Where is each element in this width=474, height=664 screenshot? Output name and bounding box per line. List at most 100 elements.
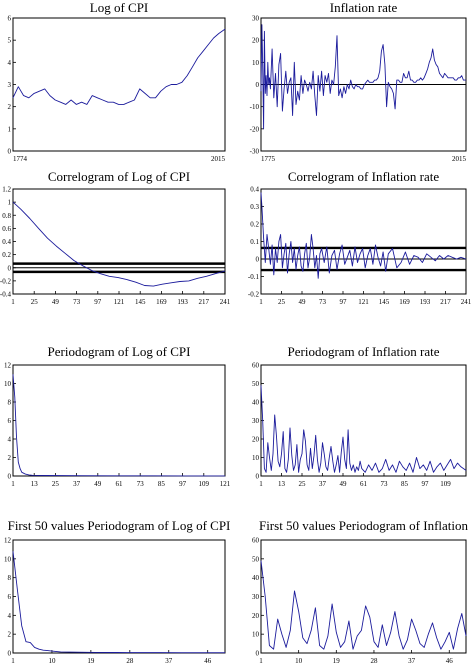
chart-title: Periodogram of Inflation rate: [288, 344, 440, 359]
y-tick-label: 4: [8, 436, 12, 444]
x-tick-label: 1: [259, 480, 263, 488]
plot-frame: [260, 188, 467, 295]
y-tick-label: 50: [252, 555, 260, 563]
x-tick-label: 49: [94, 480, 102, 488]
x-tick-label: 145: [135, 298, 146, 306]
x-tick-label: 241: [461, 298, 472, 306]
x-tick-label: 61: [116, 480, 124, 488]
y-tick-label: -0.2: [248, 291, 260, 299]
x-tick-label: 169: [399, 298, 410, 306]
x-tick-label: 25: [278, 298, 286, 306]
y-tick-label: 0: [8, 148, 12, 156]
y-tick-label: -10: [250, 103, 260, 111]
y-tick-label: 12: [4, 362, 12, 370]
series-line-inflation: [260, 24, 466, 130]
chart-title: Correlogram of Inflation rate: [288, 169, 439, 184]
y-tick-label: 12: [4, 537, 12, 545]
chart-panel-acf-inflation: Correlogram of Inflation rate -0.2 -0.1 0 0.…: [248, 169, 472, 306]
plot-frame: [12, 17, 226, 152]
y-tick-label: 30: [252, 15, 260, 23]
x-tick-label: 217: [199, 298, 210, 306]
x-tick-label: 73: [381, 480, 389, 488]
x-tick-label: 49: [299, 298, 307, 306]
y-tick-label: 8: [8, 399, 12, 407]
x-tick-label: 19: [333, 657, 341, 664]
x-tick-label: 1775: [261, 155, 276, 163]
y-tick-label: 4: [8, 59, 12, 67]
y-tick-label: 0.8: [2, 212, 11, 220]
chart-panel-inflation: Inflation rate -30 -20 -10 0 10 20 30 1775 2015: [250, 0, 467, 163]
y-tick-label: 20: [252, 612, 260, 620]
y-tick-label: 1.2: [2, 186, 11, 194]
y-tick-label: 60: [252, 362, 260, 370]
y-tick-label: 6: [8, 417, 12, 425]
x-tick-label: 46: [446, 657, 454, 664]
y-tick-label: 0.3: [250, 203, 259, 211]
y-tick-label: 20: [252, 37, 260, 45]
y-tick-label: 0.6: [2, 225, 11, 233]
y-tick-label: -0.4: [0, 291, 11, 299]
chart-panel-pgram50-inflation: First 50 values Periodogram of Inflation…: [252, 518, 469, 664]
x-tick-label: 85: [401, 480, 409, 488]
y-tick-label: 6: [8, 15, 12, 23]
y-tick-label: 0.2: [250, 221, 259, 229]
y-tick-label: 2: [8, 454, 12, 462]
y-tick-label: 0: [256, 81, 260, 89]
y-tick-label: 10: [4, 380, 12, 388]
y-tick-label: 0: [256, 650, 260, 658]
y-tick-label: -20: [250, 125, 260, 133]
y-tick-label: 3: [8, 81, 12, 89]
chart-title: First 50 values Periodogram of Inflation: [259, 518, 469, 533]
x-tick-label: 85: [158, 480, 166, 488]
series-line-pgram50-log-cpi: [12, 551, 225, 654]
y-tick-label: 40: [252, 399, 260, 407]
x-tick-label: 28: [370, 657, 378, 664]
x-tick-label: 1: [11, 657, 15, 664]
chart-title: Correlogram of Log of CPI: [48, 169, 190, 184]
x-tick-label: 121: [114, 298, 125, 306]
x-tick-label: 25: [52, 480, 60, 488]
chart-panel-pgram-inflation: Periodogram of Inflation rate 0 10 20 30 40 50…: [252, 344, 467, 488]
chart-panel-pgram50-log-cpi: First 50 values Periodogram of Log of CP…: [4, 518, 230, 664]
x-tick-label: 37: [319, 480, 327, 488]
x-tick-label: 19: [87, 657, 95, 664]
series-line-acf-inflation: [260, 192, 467, 279]
x-tick-label: 109: [440, 480, 451, 488]
series-line-pgram-log-cpi: [12, 374, 225, 477]
x-tick-label: 1774: [13, 155, 28, 163]
chart-panel-log-cpi: Log of CPI 0 1 2 3 4 5 6 1774 2015: [8, 0, 226, 163]
y-tick-label: 2: [8, 103, 12, 111]
y-tick-label: 10: [252, 631, 260, 639]
y-tick-label: 0: [8, 473, 12, 481]
series-line-log-cpi: [12, 28, 226, 105]
y-tick-label: 20: [252, 436, 260, 444]
x-tick-label: 121: [220, 480, 231, 488]
x-tick-label: 61: [360, 480, 368, 488]
y-tick-label: 0: [8, 264, 12, 272]
y-tick-label: 10: [252, 59, 260, 67]
x-tick-label: 49: [340, 480, 348, 488]
y-tick-label: 0.4: [2, 238, 11, 246]
series-line-pgram50-inflation: [260, 560, 467, 650]
x-tick-label: 73: [73, 298, 81, 306]
x-tick-label: 1: [259, 657, 263, 664]
y-tick-label: 0: [256, 473, 260, 481]
y-tick-label: 0.1: [250, 238, 259, 246]
y-tick-label: 10: [4, 555, 12, 563]
x-tick-label: 1: [11, 298, 15, 306]
y-tick-label: 1: [8, 199, 12, 207]
x-tick-label: 13: [278, 480, 286, 488]
x-tick-label: 13: [31, 480, 39, 488]
x-tick-label: 1: [11, 480, 15, 488]
chart-title: Inflation rate: [330, 0, 398, 15]
x-tick-label: 73: [137, 480, 145, 488]
x-tick-label: 37: [408, 657, 416, 664]
x-tick-label: 10: [48, 657, 56, 664]
x-tick-label: 2015: [211, 155, 226, 163]
y-tick-label: 40: [252, 574, 260, 582]
x-tick-label: 169: [156, 298, 167, 306]
y-tick-label: -0.1: [248, 273, 260, 281]
plot-frame: [12, 539, 226, 654]
